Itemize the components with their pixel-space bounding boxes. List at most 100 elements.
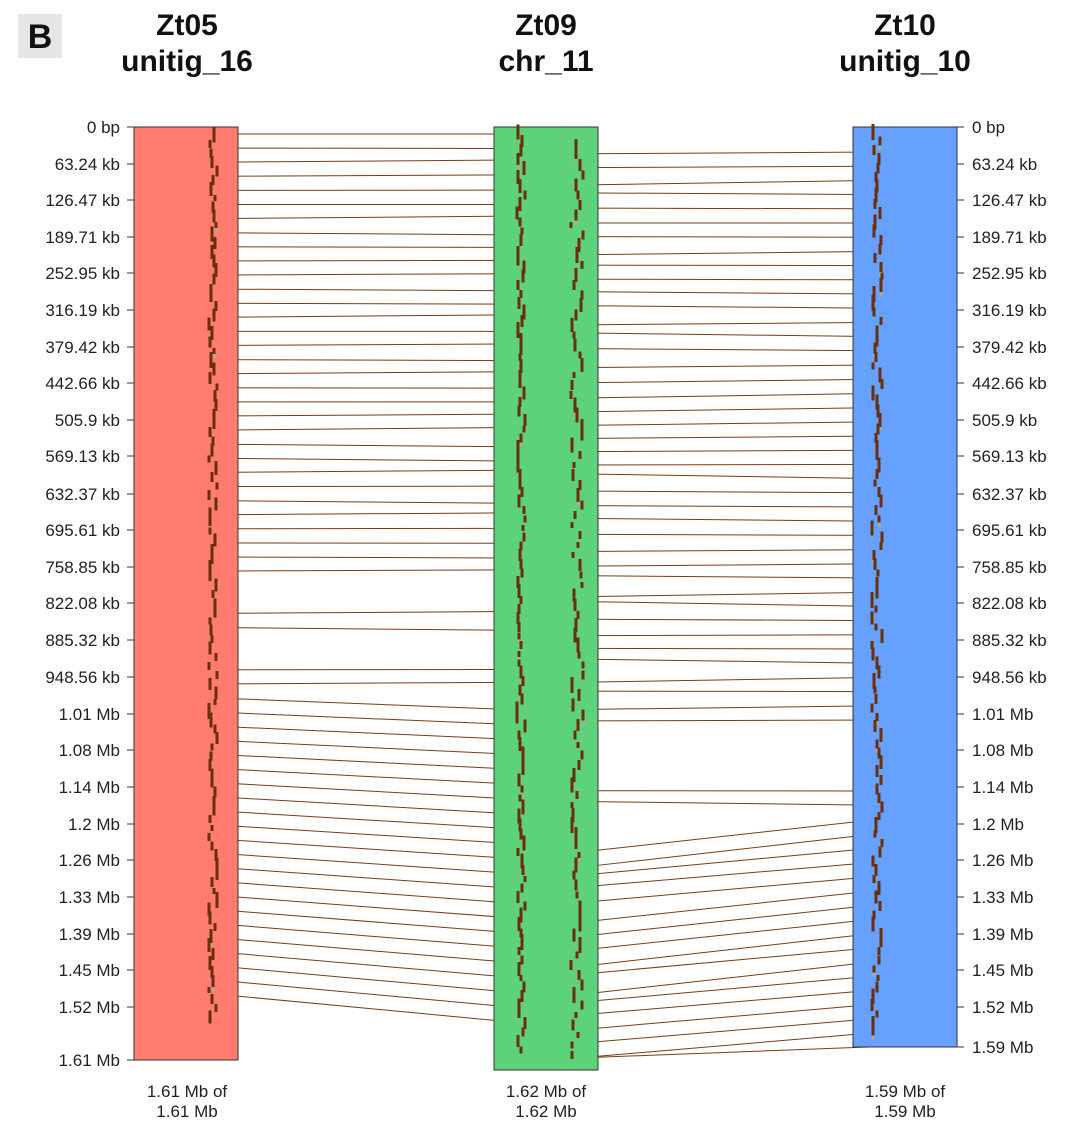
gene-mark <box>516 612 520 624</box>
gene-mark <box>875 325 879 335</box>
gene-mark <box>577 651 581 659</box>
gene-mark <box>210 472 214 482</box>
gene-mark <box>578 531 582 539</box>
gene-mark <box>518 469 522 479</box>
gene-mark <box>520 883 524 893</box>
synteny-link <box>577 847 879 876</box>
synteny-link <box>577 165 879 169</box>
unmatched-gene-mark <box>872 972 876 977</box>
gene-mark <box>516 848 520 856</box>
gene-mark <box>212 804 216 816</box>
gene-mark <box>517 604 521 614</box>
gene-mark <box>873 479 877 487</box>
gene-mark <box>519 975 523 981</box>
left-axis-label: 1.14 Mb <box>59 778 120 797</box>
gene-mark <box>209 751 213 761</box>
gene-mark <box>212 273 216 285</box>
gene-mark <box>208 140 212 148</box>
left-axis-label: 1.01 Mb <box>59 705 120 724</box>
gene-mark <box>521 676 525 686</box>
gene-mark <box>578 908 582 922</box>
gene-mark <box>874 890 878 904</box>
gene-mark <box>208 372 212 384</box>
synteny-link <box>215 569 522 572</box>
synteny-link <box>577 960 879 996</box>
gene-mark <box>518 179 522 193</box>
gene-mark <box>519 828 523 840</box>
gene-mark <box>580 419 584 431</box>
gene-mark <box>870 999 874 1011</box>
gene-mark <box>520 990 524 1002</box>
gene-mark <box>519 290 523 298</box>
gene-mark <box>872 224 876 238</box>
gene-mark <box>577 689 581 701</box>
gene-mark <box>520 955 524 965</box>
gene-mark <box>577 238 581 252</box>
gene-mark <box>574 209 578 221</box>
gene-mark <box>213 237 217 249</box>
gene-mark <box>875 452 879 460</box>
gene-mark <box>208 507 212 519</box>
unmatched-gene-mark <box>214 228 218 232</box>
gene-mark <box>874 694 878 704</box>
gene-mark <box>878 207 882 219</box>
synteny-link <box>215 469 522 473</box>
unmatched-gene-mark <box>573 412 577 417</box>
gene-mark <box>519 907 523 923</box>
gene-mark <box>208 527 212 535</box>
synteny-link <box>215 739 522 756</box>
gene-mark <box>570 1051 574 1059</box>
right-axis-label: 1.01 Mb <box>972 705 1033 724</box>
gene-mark <box>523 876 527 882</box>
gene-mark <box>207 902 211 916</box>
gene-mark <box>872 550 876 560</box>
gene-mark <box>872 910 876 920</box>
gene-mark <box>521 799 525 815</box>
gene-mark <box>580 290 584 300</box>
synteny-link <box>577 932 879 968</box>
gene-mark <box>580 750 584 760</box>
right-axis-label: 189.71 kb <box>972 228 1047 247</box>
gene-mark <box>570 777 574 793</box>
gene-mark <box>871 385 875 401</box>
synteny-link <box>577 658 879 664</box>
gene-mark <box>875 331 879 347</box>
right-axis-label: 63.24 kb <box>972 155 1037 174</box>
synteny-link <box>215 259 522 262</box>
gene-mark <box>515 701 519 715</box>
synteny-link <box>215 923 522 949</box>
unmatched-gene-mark <box>212 354 216 358</box>
synteny-link <box>577 719 879 722</box>
right-axis-label: 569.13 kb <box>972 447 1047 466</box>
left-axis-label: 1.08 Mb <box>59 741 120 760</box>
gene-mark <box>208 571 212 581</box>
gene-mark <box>521 746 525 760</box>
gene-mark <box>872 145 876 155</box>
gene-mark <box>576 719 580 731</box>
gene-mark <box>576 542 580 548</box>
gene-mark <box>520 135 524 147</box>
gene-mark <box>875 394 879 410</box>
synteny-link <box>215 866 522 890</box>
synteny-link <box>215 768 522 785</box>
gene-mark <box>875 577 879 587</box>
gene-mark <box>520 568 524 578</box>
gene-mark <box>570 380 574 390</box>
gene-mark <box>518 549 522 561</box>
gene-mark <box>212 796 216 806</box>
axis-labels: 0 bp 63.24 kb 126.47 kb 189.71 kb 252.95 kb 3… <box>45 118 1046 1070</box>
synteny-link <box>215 246 522 248</box>
synteny-link <box>215 796 522 815</box>
synteny-link <box>215 359 522 362</box>
synteny-link <box>215 288 522 292</box>
synteny-link <box>215 610 522 614</box>
gene-mark <box>575 247 579 263</box>
gene-mark <box>878 136 882 146</box>
gene-mark <box>877 812 881 820</box>
synteny-link <box>577 975 879 1003</box>
gene-mark <box>573 730 577 740</box>
gene-mark <box>517 622 521 632</box>
synteny-links <box>215 133 879 1059</box>
gene-mark <box>208 815 212 823</box>
gene-mark <box>517 962 521 976</box>
